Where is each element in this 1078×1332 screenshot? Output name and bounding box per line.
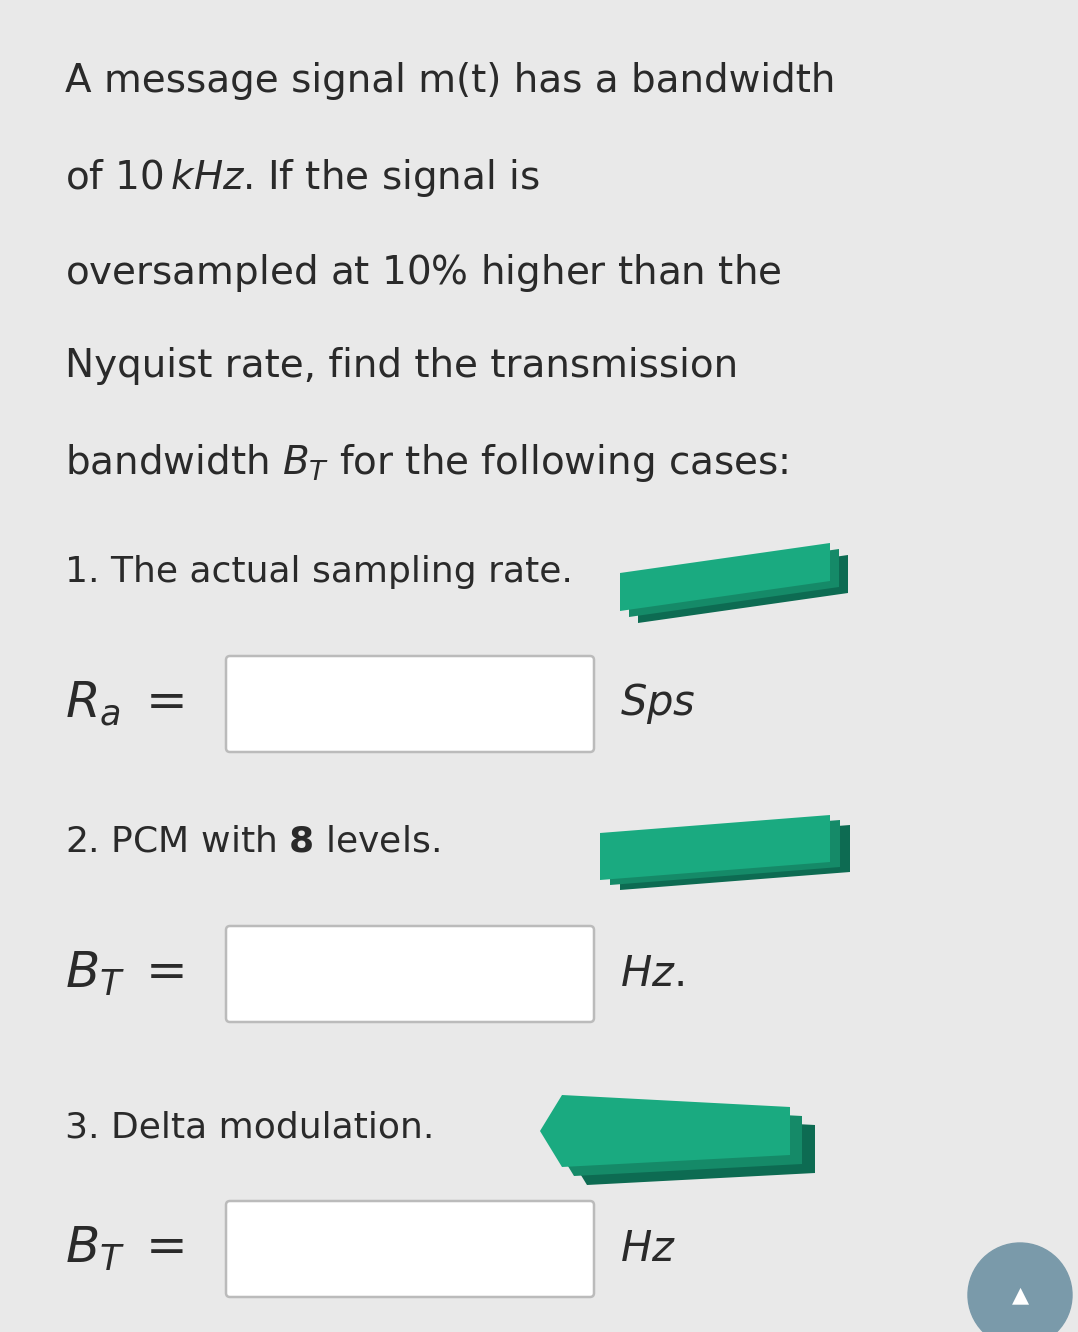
Polygon shape [620, 825, 849, 890]
Polygon shape [620, 543, 830, 611]
Text: $Hz.$: $Hz.$ [620, 952, 683, 995]
Text: 2. PCM with $\mathbf{8}$ levels.: 2. PCM with $\mathbf{8}$ levels. [65, 825, 440, 859]
Text: $Sps$: $Sps$ [620, 682, 695, 726]
Text: 1. The actual sampling rate.: 1. The actual sampling rate. [65, 555, 572, 589]
Text: $Hz$: $Hz$ [620, 1228, 676, 1269]
Text: of $\mathit{10\,kHz}$. If the signal is: of $\mathit{10\,kHz}$. If the signal is [65, 157, 540, 198]
Polygon shape [610, 821, 840, 884]
Polygon shape [552, 1104, 802, 1176]
Text: $B_T\;=$: $B_T\;=$ [65, 1225, 184, 1273]
FancyBboxPatch shape [226, 655, 594, 753]
Polygon shape [600, 815, 830, 880]
Text: bandwidth $\mathit{B_T}$ for the following cases:: bandwidth $\mathit{B_T}$ for the followi… [65, 442, 788, 484]
Polygon shape [628, 549, 839, 617]
Text: $B_T\;=$: $B_T\;=$ [65, 950, 184, 998]
FancyBboxPatch shape [226, 1201, 594, 1297]
Text: $R_a\;=$: $R_a\;=$ [65, 679, 184, 729]
Text: 3. Delta modulation.: 3. Delta modulation. [65, 1110, 434, 1144]
Text: oversampled at $10\%$ higher than the: oversampled at $10\%$ higher than the [65, 252, 782, 294]
Polygon shape [540, 1095, 790, 1167]
Polygon shape [638, 555, 848, 623]
Text: Nyquist rate, find the transmission: Nyquist rate, find the transmission [65, 348, 738, 385]
Text: A message signal m(t) has a bandwidth: A message signal m(t) has a bandwidth [65, 63, 835, 100]
FancyBboxPatch shape [226, 926, 594, 1022]
Text: ▲: ▲ [1011, 1285, 1028, 1305]
Circle shape [968, 1243, 1072, 1332]
Polygon shape [565, 1114, 815, 1185]
